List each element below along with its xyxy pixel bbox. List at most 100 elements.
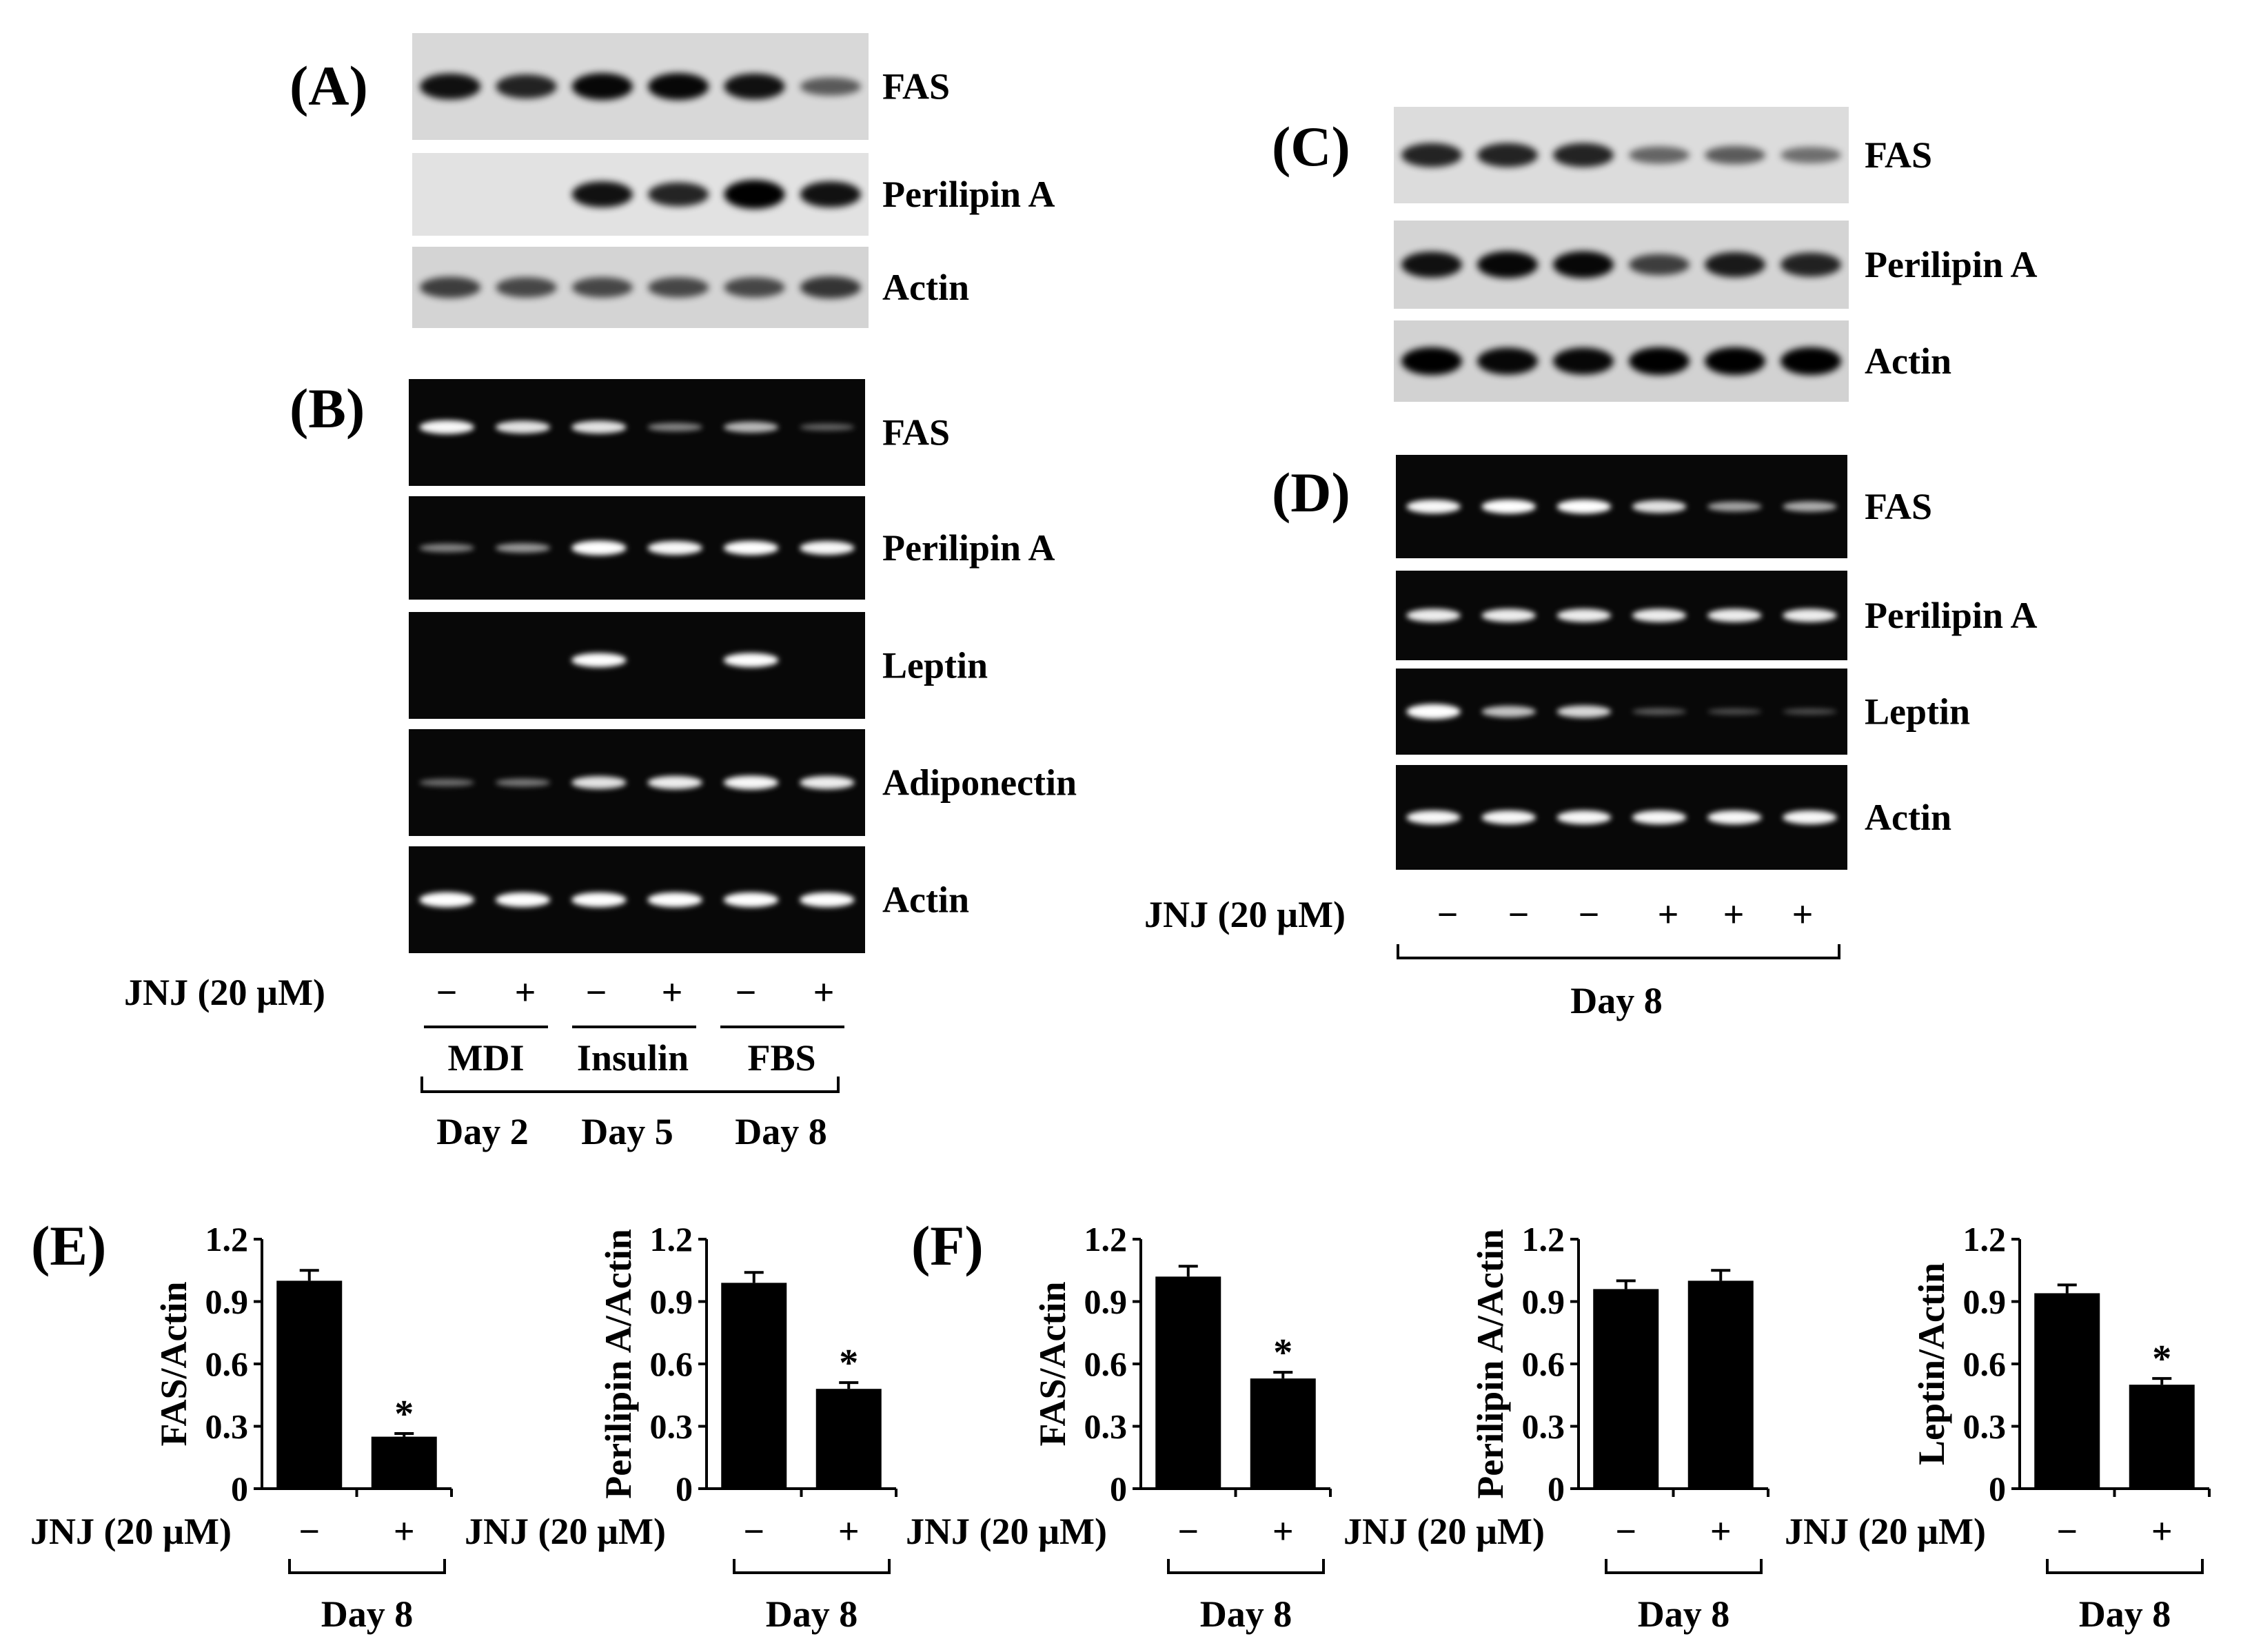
x-axis-label: JNJ (20 µM)	[1343, 1511, 1545, 1552]
blot-row-label: Leptin	[1865, 691, 1970, 733]
panel-b-group-mdi: MDI	[448, 1037, 525, 1079]
western-blot-panel-c: FAS Perilipin A Actin	[1394, 107, 2038, 402]
band	[1629, 146, 1690, 164]
band	[800, 892, 855, 908]
band	[1632, 609, 1687, 622]
panel-b-sign-1: −	[436, 972, 458, 1013]
bar	[1250, 1378, 1316, 1489]
y-tick-label: 0.9	[1963, 1283, 2007, 1321]
band	[1632, 500, 1687, 513]
blot-row-label: FAS	[882, 412, 950, 453]
bar	[815, 1389, 882, 1489]
band	[1406, 810, 1461, 824]
panel-b-group-lines	[420, 1026, 844, 1093]
day-label: Day 8	[321, 1593, 414, 1635]
x-category-label: +	[838, 1511, 860, 1552]
panel-label-b: (B)	[290, 377, 365, 440]
band	[495, 420, 551, 434]
band	[1781, 347, 1841, 376]
band	[800, 77, 861, 96]
band	[419, 543, 474, 553]
band	[419, 779, 474, 786]
band	[723, 540, 779, 555]
bar	[371, 1436, 437, 1489]
blot-row-leptin: Leptin	[1396, 669, 1970, 755]
day-label: Day 8	[1200, 1593, 1292, 1635]
band	[1632, 810, 1687, 824]
band	[1781, 147, 1841, 163]
y-tick-label: 1.2	[1963, 1220, 2007, 1258]
panel-label-a: (A)	[290, 54, 368, 117]
x-category-label: −	[1615, 1511, 1636, 1552]
blot-row-label: FAS	[1865, 486, 1932, 527]
panel-d-day-bracket	[1397, 944, 1840, 959]
band	[1477, 347, 1538, 375]
blot-row-actin: Actin	[1394, 320, 1951, 402]
x-category-label: +	[1272, 1511, 1294, 1552]
band	[647, 892, 702, 908]
band	[1707, 708, 1762, 715]
band	[496, 74, 557, 99]
panel-label-d: (D)	[1272, 461, 1350, 524]
blot-row-fas: FAS	[412, 33, 950, 140]
band	[1705, 252, 1765, 278]
blot-row-actin: Actin	[1396, 765, 1951, 870]
bar-chart-4: 0 0.3 0.6 0.9 1.2 Perilipin A/Actin − + JNJ (20 …	[1343, 1220, 1769, 1635]
band	[647, 775, 702, 790]
y-tick-label: 0.6	[1963, 1345, 2007, 1383]
panel-b-sign-2: +	[515, 972, 536, 1013]
blot-row-perilipin-a: Perilipin A	[412, 153, 1055, 236]
blot-row-actin: Actin	[412, 247, 969, 328]
blot-strip-fas	[412, 33, 869, 140]
blot-row-fas: FAS	[1396, 455, 1932, 558]
y-tick-label: 0.9	[205, 1283, 249, 1321]
band	[1406, 704, 1461, 720]
panel-b-sign-6: +	[813, 972, 835, 1013]
x-category-label: −	[743, 1511, 764, 1552]
blot-row-label: Perilipin A	[882, 527, 1055, 569]
band	[571, 277, 633, 298]
band	[1556, 499, 1612, 514]
band	[1481, 706, 1536, 717]
band	[1705, 145, 1765, 165]
blot-row-label: FAS	[1865, 134, 1932, 176]
day-bracket	[1167, 1559, 1325, 1574]
x-category-label: −	[1177, 1511, 1199, 1552]
y-tick-label: 0	[1548, 1469, 1565, 1508]
blot-row-label: Perilipin A	[1865, 595, 2038, 636]
bar-chart-5: 0 0.3 0.6 0.9 1.2 Leptin/Actin − * + JNJ (20 µM) D…	[1785, 1220, 2211, 1635]
panel-label-c: (C)	[1272, 115, 1350, 178]
panel-d-treatment-row: JNJ (20 µM) − − − + + +	[1144, 894, 1813, 935]
band	[571, 420, 627, 434]
blot-strip-actin	[1396, 765, 1847, 870]
panel-b-group-fbs: FBS	[747, 1037, 815, 1079]
blot-row-adiponectin: Adiponectin	[409, 729, 1077, 836]
y-axis-label: Leptin/Actin	[1911, 1263, 1952, 1465]
panel-d-sign-1: −	[1437, 894, 1459, 935]
x-axis-label: JNJ (20 µM)	[30, 1511, 232, 1552]
y-tick-label: 0	[231, 1469, 248, 1508]
band	[723, 775, 779, 790]
blot-row-label: Actin	[882, 267, 969, 308]
blot-row-perilipin-a: Perilipin A	[1394, 221, 2038, 309]
blot-strip-leptin	[1396, 669, 1847, 755]
x-axis-label: JNJ (20 µM)	[465, 1511, 666, 1552]
panel-d-sign-5: +	[1723, 894, 1745, 935]
x-category-label: +	[1710, 1511, 1732, 1552]
blot-row-label: Perilipin A	[1865, 244, 2038, 285]
band	[571, 72, 633, 101]
band	[724, 180, 785, 209]
y-tick-label: 0.3	[1084, 1407, 1128, 1446]
band	[648, 277, 709, 298]
blot-row-actin: Actin	[409, 846, 969, 953]
band	[1783, 609, 1837, 622]
panel-b-group-insulin: Insulin	[577, 1037, 689, 1079]
blot-row-label: Perilipin A	[882, 174, 1055, 215]
band	[800, 181, 861, 207]
blot-row-perilipin-a: Perilipin A	[1396, 571, 2038, 660]
blot-row-leptin: Leptin	[409, 612, 988, 719]
bar	[1687, 1281, 1754, 1489]
band	[419, 892, 474, 908]
bar-chart-2: 0 0.3 0.6 0.9 1.2 Perilipin A/Actin − * + JNJ (20…	[465, 1220, 897, 1635]
